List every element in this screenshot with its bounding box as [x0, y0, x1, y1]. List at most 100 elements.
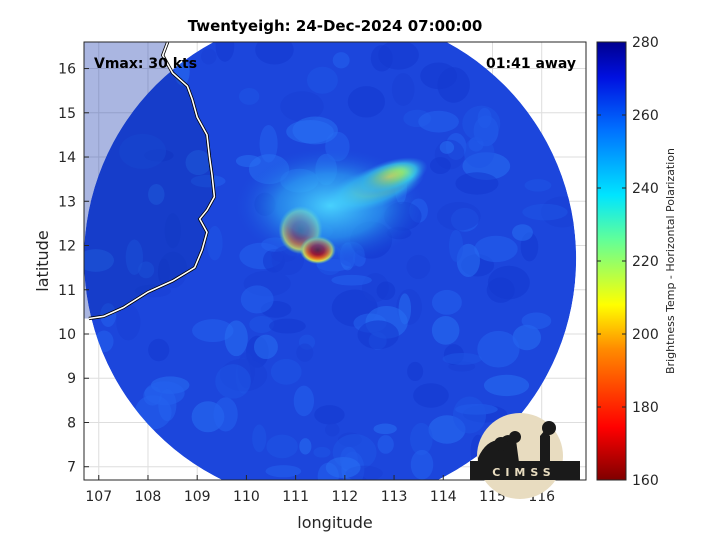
- y-axis-label: latitude: [33, 230, 52, 291]
- texture-blob: [373, 423, 397, 435]
- texture-blob: [190, 174, 226, 188]
- texture-blob: [286, 119, 334, 144]
- y-tick-label: 16: [58, 62, 76, 78]
- texture-blob: [192, 319, 234, 343]
- texture-blob: [296, 343, 314, 362]
- texture-blob: [442, 352, 482, 365]
- texture-blob: [270, 358, 302, 385]
- chart-title: Twentyeigh: 24-Dec-2024 07:00:00: [188, 17, 483, 35]
- texture-blob: [512, 224, 533, 241]
- texture-blob: [410, 449, 434, 480]
- texture-blob: [512, 324, 542, 351]
- texture-blob: [299, 438, 312, 455]
- texture-blob: [431, 316, 460, 345]
- y-tick-label: 10: [58, 327, 76, 343]
- texture-blob: [347, 86, 386, 118]
- colorbar: [596, 41, 627, 481]
- texture-blob: [252, 424, 267, 453]
- texture-blob: [313, 446, 331, 458]
- texture-blob: [293, 385, 315, 417]
- texture-blob: [215, 42, 235, 62]
- texture-blob: [148, 183, 165, 205]
- texture-blob: [200, 48, 217, 65]
- texture-blob: [306, 66, 338, 94]
- texture-blob: [164, 213, 181, 249]
- texture-blob: [265, 465, 302, 478]
- texture-blob: [357, 320, 399, 350]
- texture-blob: [125, 239, 143, 275]
- texture-blob: [483, 374, 530, 397]
- texture-blob: [439, 141, 455, 154]
- texture-blob: [407, 361, 424, 382]
- texture-blob: [406, 254, 431, 279]
- feature-cloud-shield: [235, 147, 426, 264]
- cimss-logo: CIMSS: [470, 413, 580, 499]
- texture-blob: [418, 110, 459, 133]
- colorbar-tick-label: 240: [632, 181, 659, 197]
- texture-blob: [280, 91, 324, 122]
- texture-blob: [84, 249, 115, 272]
- texture-blob: [452, 396, 487, 434]
- texture-blob: [158, 388, 177, 422]
- x-tick-label: 111: [282, 489, 309, 505]
- y-tick-label: 15: [58, 106, 76, 122]
- texture-blob: [148, 338, 170, 362]
- texture-blob: [331, 274, 372, 286]
- x-tick-label: 107: [85, 489, 112, 505]
- texture-blob: [413, 383, 449, 408]
- texture-blob: [314, 405, 345, 425]
- texture-blob: [215, 364, 251, 399]
- texture-blob: [332, 52, 350, 69]
- texture-blob: [376, 281, 396, 301]
- texture-blob: [266, 434, 298, 459]
- texture-blob: [325, 456, 361, 479]
- x-tick-label: 108: [135, 489, 162, 505]
- y-tick-label: 11: [58, 283, 76, 299]
- x-tick-label: 110: [233, 489, 260, 505]
- colorbar-label: Brightness Temp - Horizontal Polarizatio…: [664, 148, 677, 374]
- texture-blob: [420, 62, 457, 90]
- vmax-annotation: Vmax: 30 kts: [94, 56, 197, 72]
- texture-blob: [456, 243, 481, 277]
- texture-blob: [378, 42, 419, 70]
- texture-blob: [455, 172, 499, 195]
- texture-blob: [138, 261, 155, 279]
- texture-blob: [436, 201, 481, 231]
- logo-text: CIMSS: [492, 466, 555, 479]
- texture-blob: [463, 136, 495, 168]
- colorbar-tick-label: 220: [632, 254, 659, 270]
- texture-blob: [429, 157, 451, 174]
- texture-blob: [158, 251, 188, 289]
- texture-blob: [377, 435, 394, 454]
- texture-blob: [116, 304, 141, 341]
- texture-blob: [410, 422, 433, 456]
- y-tick-label: 9: [67, 371, 76, 387]
- texture-blob: [255, 42, 294, 65]
- x-tick-label: 112: [331, 489, 358, 505]
- texture-blob: [462, 105, 501, 142]
- texture-blob: [206, 225, 223, 261]
- texture-blob: [522, 203, 568, 221]
- texture-blob: [521, 312, 552, 330]
- y-tick-label: 13: [58, 194, 76, 210]
- y-tick-label: 12: [58, 239, 76, 255]
- texture-blob: [213, 397, 238, 432]
- texture-blob: [448, 229, 464, 262]
- colorbar-tick-label: 180: [632, 400, 659, 416]
- y-tick-label: 7: [67, 460, 76, 476]
- colorbar-ticks: 160 180 200 220 240 260 280: [597, 35, 659, 489]
- texture-blob: [253, 334, 278, 360]
- texture-blob: [477, 330, 520, 368]
- texture-blob: [486, 277, 515, 303]
- texture-blob: [238, 87, 260, 105]
- y-tick-label: 14: [58, 150, 76, 166]
- y-tick-label: 8: [67, 415, 76, 431]
- texture-blob: [524, 179, 552, 192]
- coastline-line: [88, 42, 216, 320]
- coastline: [84, 42, 217, 321]
- texture-blob: [185, 150, 212, 176]
- texture-blob: [269, 318, 306, 334]
- colorbar-tick-label: 260: [632, 108, 659, 124]
- texture-blob: [325, 423, 340, 437]
